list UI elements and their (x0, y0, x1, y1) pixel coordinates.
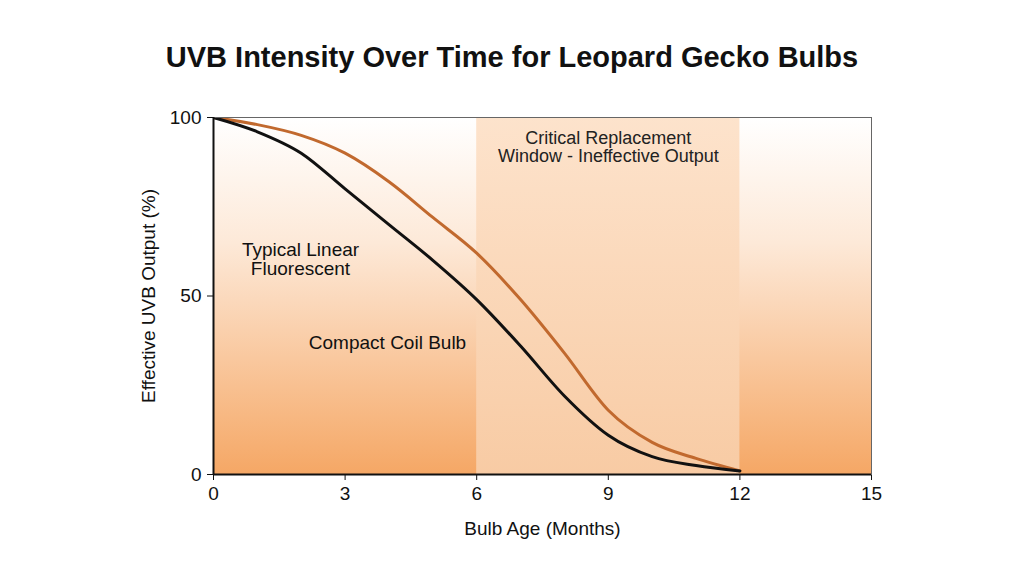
svg-text:0: 0 (208, 483, 219, 504)
svg-text:9: 9 (603, 483, 614, 504)
svg-text:6: 6 (471, 483, 482, 504)
svg-text:Critical ReplacementWindow - I: Critical ReplacementWindow - Ineffective… (498, 128, 719, 166)
svg-text:0: 0 (191, 464, 202, 485)
html-text:UVB Intensity Over Time for Le: UVB Intensity Over Time for Leopard Geck… (165, 41, 859, 73)
svg-text:Compact Coil Bulb: Compact Coil Bulb (309, 332, 466, 353)
svg-text:Typical LinearFluorescent: Typical LinearFluorescent (242, 239, 360, 279)
svg-text:50: 50 (180, 285, 201, 306)
svg-text:100: 100 (170, 107, 202, 128)
svg-text:Effective UVB Output (%): Effective UVB Output (%) (138, 189, 159, 403)
svg-text:12: 12 (729, 483, 750, 504)
svg-text:15: 15 (861, 483, 882, 504)
svg-text:3: 3 (340, 483, 351, 504)
svg-text:Bulb Age (Months): Bulb Age (Months) (464, 518, 620, 539)
